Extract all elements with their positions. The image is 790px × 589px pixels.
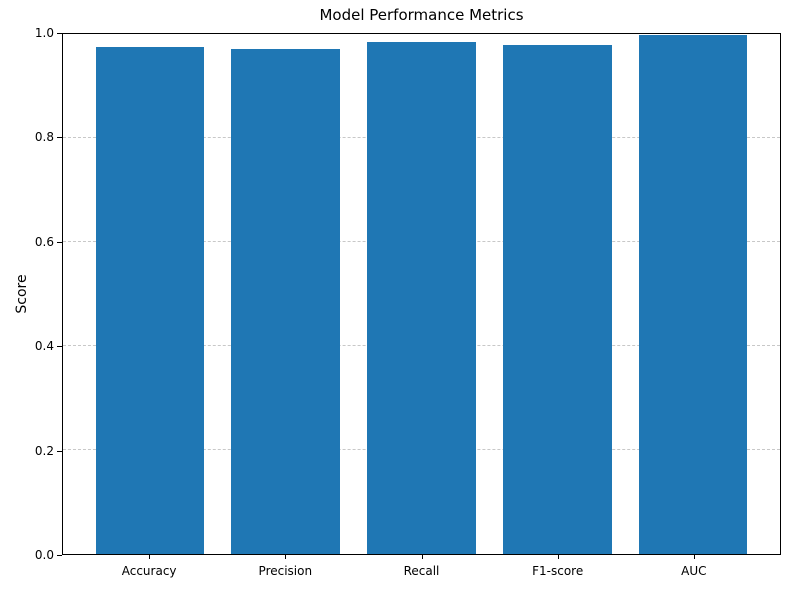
bars-layer	[63, 34, 780, 554]
x-tick-mark	[557, 555, 559, 559]
x-tick-mark	[149, 555, 151, 559]
x-tick-mark	[285, 555, 287, 559]
x-tick-mark	[421, 555, 423, 559]
x-tick-label-recall: Recall	[403, 564, 440, 578]
y-tick-mark	[57, 555, 62, 556]
x-tick-label-accuracy: Accuracy	[121, 564, 177, 578]
x-tick-label-f1-score: F1-score	[532, 564, 584, 578]
bar-precision	[231, 48, 340, 554]
bar-accuracy	[95, 47, 205, 554]
y-tick-label: 0.4	[34, 339, 54, 354]
y-tick-label: 1.0	[34, 26, 54, 40]
y-axis-label: Score	[14, 274, 30, 314]
x-tick-label-auc: AUC	[681, 564, 707, 578]
bar-auc	[638, 35, 748, 554]
y-tick-label: 0.0	[34, 548, 54, 562]
y-tick-label: 0.2	[34, 443, 54, 458]
bar-recall	[367, 42, 476, 554]
y-tick-label: 0.8	[34, 130, 54, 145]
x-tick-label-precision: Precision	[258, 564, 313, 578]
y-tick-label: 0.6	[34, 234, 54, 249]
bar-f1-score	[502, 44, 612, 554]
x-tick-mark	[693, 555, 695, 559]
plot-area	[62, 33, 781, 555]
chart-title: Model Performance Metrics	[319, 6, 524, 24]
